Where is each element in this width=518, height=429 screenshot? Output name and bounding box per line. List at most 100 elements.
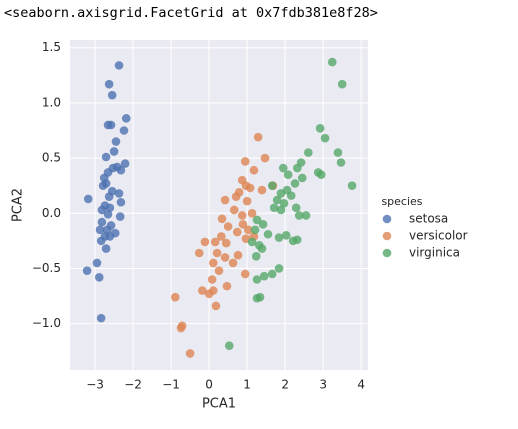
point [119,126,129,135]
point [272,195,282,205]
point [260,153,270,163]
point [170,292,180,302]
point [286,191,296,200]
point [92,258,102,268]
point [111,137,121,146]
point [288,236,298,246]
x-tick-label: −1 [162,378,180,392]
legend-label: versicolor [409,229,468,243]
point [258,220,268,229]
x-axis-label: PCA1 [202,397,236,412]
point [316,170,326,179]
point [279,199,289,208]
point [240,269,250,279]
point [247,237,257,247]
point [114,61,124,70]
point [291,203,301,213]
point [97,217,107,227]
point [257,244,267,253]
point [281,231,291,240]
point [238,220,248,229]
point [259,271,269,281]
point [333,148,343,157]
point [97,205,107,215]
point [105,232,115,241]
point [294,211,304,220]
point [101,152,111,162]
point [121,114,131,123]
y-tick-label: 1.0 [42,95,61,109]
point [283,170,293,179]
point [337,79,347,89]
point [214,266,224,275]
x-tick-label: 0 [205,378,213,392]
x-tick-label: −3 [86,378,104,392]
x-tick-label: 1 [243,378,251,392]
point [251,252,261,261]
point [327,57,337,67]
point [109,147,119,156]
point [336,158,346,167]
point [222,281,232,291]
point [224,341,234,351]
legend-label: setosa [409,212,448,226]
point [263,229,273,239]
point [257,185,267,195]
point [114,189,124,198]
point [231,192,241,202]
point [242,196,252,206]
legend-label: virginica [409,246,460,260]
y-tick-label: −0.5 [32,261,61,275]
point [252,275,262,284]
point [250,225,260,235]
point [245,183,255,193]
point [207,275,217,284]
point [82,266,92,275]
point [83,194,93,204]
point [120,159,130,168]
point [104,79,114,89]
x-tick-label: 2 [281,378,289,392]
point [229,205,239,215]
point [96,313,106,323]
point [297,173,307,183]
y-tick-label: 1.5 [42,40,61,54]
point [267,181,277,190]
point [103,210,113,219]
point [315,123,325,133]
point [217,214,227,224]
legend: species setosa versicolor virginica [381,195,467,260]
point [278,163,288,173]
point [247,208,257,218]
point [104,192,114,202]
legend-marker [382,214,392,224]
point [233,250,243,260]
legend-title: species [381,195,422,208]
point [220,253,230,262]
point [290,179,300,188]
point [232,227,242,237]
point [197,286,207,295]
point [210,237,220,247]
point [274,233,284,242]
point [252,293,262,303]
point [212,248,222,258]
point [211,301,221,311]
point [96,236,106,246]
point [102,225,112,235]
point [253,132,263,142]
point [320,133,330,143]
y-tick-label: 0.0 [42,206,61,220]
point [228,258,238,268]
legend-marker [382,231,392,241]
point [116,197,126,207]
x-tick-label: 3 [319,378,327,392]
point [252,215,262,225]
point [220,195,230,205]
legend-marker [382,248,392,258]
point [243,225,253,235]
point [194,248,204,258]
point [274,264,284,273]
point [95,225,105,235]
